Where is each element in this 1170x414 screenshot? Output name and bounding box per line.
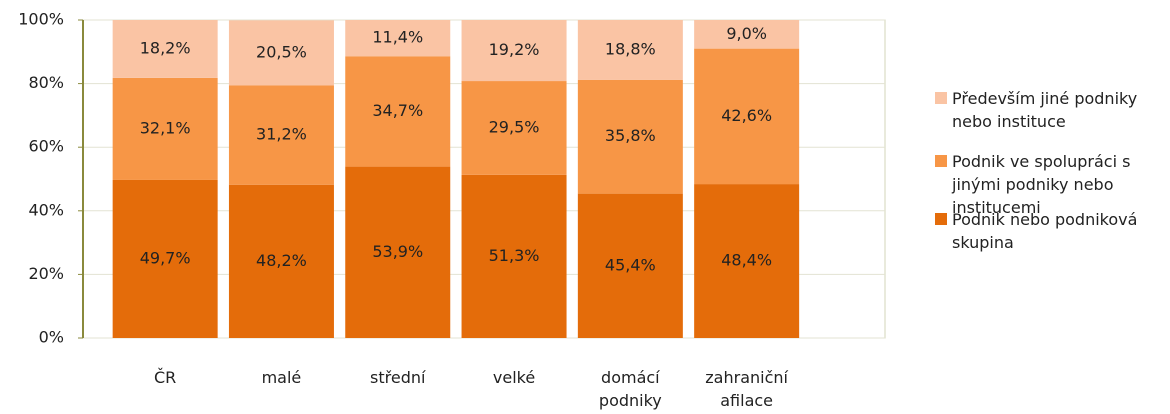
bar-segment — [228, 20, 334, 86]
bar-segment — [228, 184, 334, 338]
data-label: 53,9% — [372, 242, 423, 261]
data-label: 31,2% — [256, 125, 307, 144]
data-label: 19,2% — [489, 40, 540, 59]
x-tick-label: zahraniční afilace — [705, 368, 788, 410]
data-label: 11,4% — [372, 28, 423, 47]
bar-segment — [345, 56, 451, 167]
x-tick-label: ČR — [153, 368, 177, 387]
x-tick-label: domácí podniky — [598, 368, 662, 410]
bar-segment — [461, 20, 567, 82]
data-label: 32,1% — [140, 118, 191, 137]
y-tick-label: 80% — [28, 73, 64, 92]
bar-segment — [694, 48, 800, 185]
bar-segment — [461, 81, 567, 175]
y-tick-label: 60% — [28, 137, 64, 156]
legend-swatch — [935, 155, 947, 167]
data-label: 42,6% — [721, 106, 772, 125]
data-label: 18,2% — [140, 38, 191, 57]
data-label: 20,5% — [256, 42, 307, 61]
bar-segment — [694, 184, 800, 338]
bar-segment — [112, 20, 218, 78]
bar-segment — [577, 79, 683, 194]
data-label: 48,2% — [256, 251, 307, 270]
bar-segment — [345, 166, 451, 338]
bar-segment — [112, 179, 218, 338]
x-tick-label: velké — [492, 368, 536, 387]
y-tick-label: 40% — [28, 200, 64, 219]
data-label: 9,0% — [726, 24, 767, 43]
data-label: 49,7% — [140, 248, 191, 267]
data-label: 35,8% — [605, 126, 656, 145]
legend-label: Podnik ve spolupráci s jinými podniky ne… — [952, 152, 1131, 217]
bar-segment — [461, 174, 567, 338]
bar-segment — [228, 85, 334, 185]
data-label: 51,3% — [489, 246, 540, 265]
x-tick-label: střední — [370, 368, 426, 387]
y-tick-label: 0% — [39, 328, 64, 347]
data-label: 48,4% — [721, 251, 772, 270]
legend-label: Především jiné podniky nebo instituce — [952, 89, 1138, 131]
bar-segment — [345, 20, 451, 57]
x-tick-label: malé — [261, 368, 302, 387]
data-label: 18,8% — [605, 39, 656, 58]
bar-segment — [577, 193, 683, 338]
legend-label: Podnik nebo podniková skupina — [952, 210, 1138, 252]
bar-segment — [694, 20, 800, 49]
legend-swatch — [935, 213, 947, 225]
data-label: 45,4% — [605, 255, 656, 274]
bar-segment — [112, 77, 218, 180]
y-tick-label: 20% — [28, 264, 64, 283]
data-label: 34,7% — [372, 101, 423, 120]
y-tick-label: 100% — [18, 10, 64, 29]
data-label: 29,5% — [489, 117, 540, 136]
bar-segment — [577, 20, 683, 80]
legend-swatch — [935, 92, 947, 104]
